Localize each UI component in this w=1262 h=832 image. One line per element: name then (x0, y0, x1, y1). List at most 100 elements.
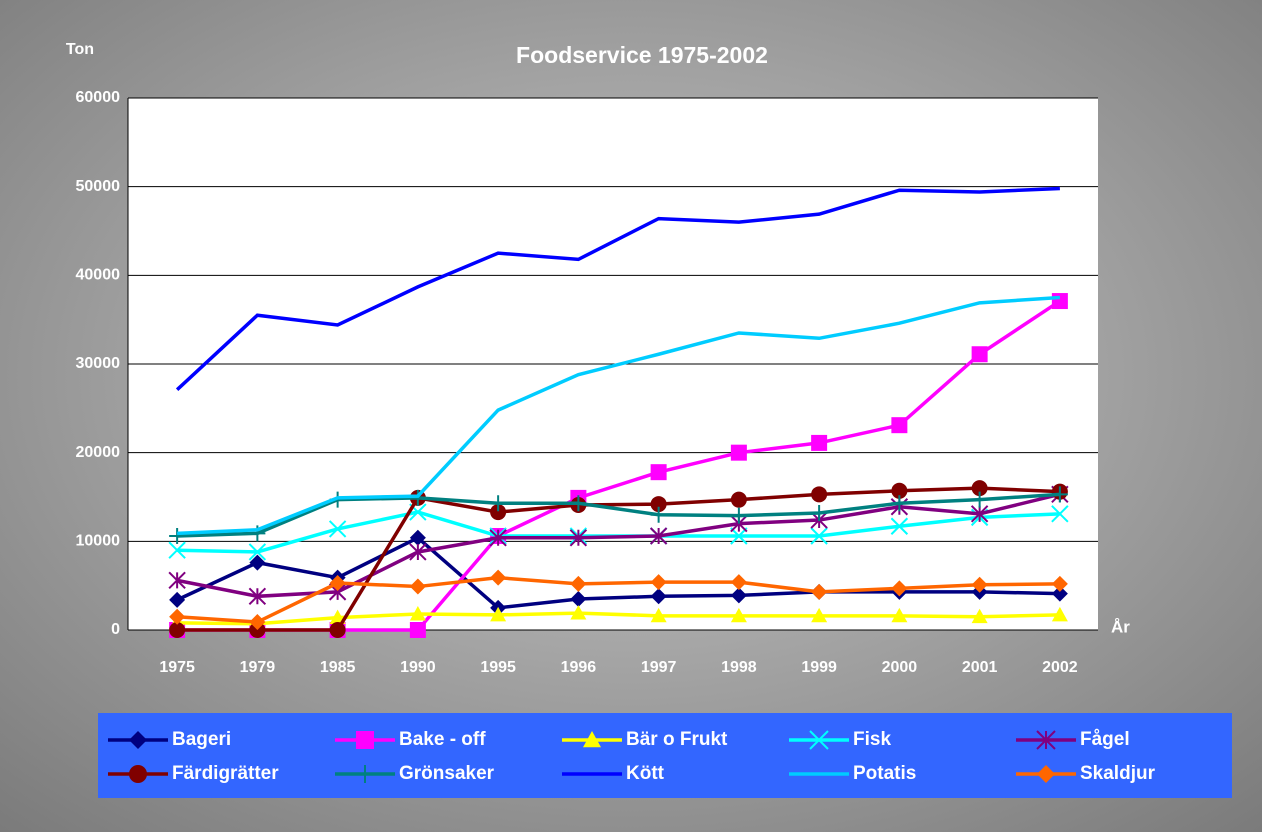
marker (971, 491, 988, 508)
marker (1051, 293, 1068, 310)
marker (890, 517, 909, 535)
marker (409, 543, 427, 561)
x-tick-label: 2000 (882, 659, 918, 676)
marker (490, 569, 507, 586)
legend-label: Kött (626, 763, 665, 784)
marker (570, 495, 587, 512)
x-tick-label: 1979 (240, 659, 276, 676)
legend-marker (356, 765, 374, 783)
x-tick-label: 1998 (721, 659, 757, 676)
legend-label: Grönsaker (399, 763, 495, 784)
marker (490, 606, 507, 622)
marker (891, 607, 908, 623)
series-line (177, 486, 1060, 632)
marker (811, 583, 828, 600)
marker (490, 504, 507, 521)
marker (811, 486, 828, 503)
marker (970, 505, 989, 523)
chart-title: Foodservice 1975-2002 (516, 42, 768, 68)
x-tick-label: 2001 (962, 659, 998, 676)
marker (971, 480, 988, 497)
marker (490, 495, 507, 512)
marker (570, 605, 587, 620)
x-tick-label: 2002 (1042, 659, 1078, 676)
marker (168, 541, 186, 559)
marker (1051, 585, 1068, 602)
series-line (177, 492, 1060, 538)
y-tick-label: 0 (111, 621, 120, 638)
marker (649, 527, 668, 545)
marker (650, 496, 667, 513)
marker (409, 622, 426, 638)
marker (1051, 606, 1068, 622)
marker (730, 527, 748, 545)
series-line (177, 611, 1060, 626)
marker (409, 529, 426, 546)
marker (650, 464, 667, 481)
legend-marker (809, 730, 829, 750)
marker (569, 529, 588, 547)
y-tick-label: 20000 (76, 444, 121, 461)
x-tick-label: 1990 (400, 659, 436, 676)
marker (248, 587, 267, 606)
marker (1051, 486, 1068, 503)
marker (891, 495, 908, 512)
series-line (177, 575, 1060, 624)
legend-marker (356, 731, 374, 749)
legend-label: Bär o Frukt (626, 729, 728, 750)
marker (730, 574, 747, 591)
marker (409, 606, 426, 621)
x-tick-label: 1995 (480, 659, 516, 676)
legend-label: Bake - off (399, 729, 486, 750)
marker (249, 554, 266, 571)
marker (169, 622, 186, 638)
x-tick-label: 1999 (801, 659, 837, 676)
legend (98, 713, 1232, 798)
legend-marker (129, 765, 147, 783)
marker (409, 578, 426, 595)
marker (650, 574, 667, 591)
marker (730, 587, 747, 604)
marker (810, 527, 828, 545)
marker (570, 590, 587, 607)
x-tick-label: 1997 (641, 659, 677, 676)
legend-label: Fågel (1080, 729, 1130, 750)
legend-marker (1037, 765, 1055, 783)
x-tick-label: 1985 (320, 659, 356, 676)
marker (971, 346, 988, 363)
marker (329, 622, 346, 638)
series-line (177, 295, 1060, 536)
marker (811, 607, 828, 623)
marker (811, 434, 828, 451)
marker (891, 417, 908, 434)
marker (811, 504, 828, 521)
marker (971, 608, 988, 624)
legend-label: Potatis (853, 763, 916, 784)
legend-label: Färdigrätter (172, 763, 279, 784)
marker (329, 575, 346, 592)
series-line (176, 492, 1061, 599)
marker (730, 507, 747, 524)
marker (570, 575, 587, 592)
marker (891, 482, 908, 499)
legend-marker (583, 731, 601, 748)
marker (169, 528, 186, 545)
x-tick-label: 1996 (561, 659, 597, 676)
marker (730, 607, 747, 623)
legend-label: Skaldjur (1080, 763, 1156, 784)
y-tick-label: 60000 (76, 89, 121, 106)
marker (248, 543, 267, 561)
marker (730, 444, 747, 461)
marker (168, 571, 186, 590)
legend-label: Bageri (172, 729, 231, 750)
y-tick-label: 50000 (76, 178, 121, 195)
y-tick-label: 40000 (76, 267, 121, 284)
marker (650, 506, 667, 523)
y-axis-label: Ton (66, 41, 94, 58)
y-tick-label: 10000 (76, 533, 121, 550)
x-axis-label: År (1111, 617, 1130, 636)
marker (891, 580, 908, 597)
y-tick-label: 30000 (76, 355, 121, 372)
marker (730, 491, 747, 508)
marker (249, 614, 266, 631)
